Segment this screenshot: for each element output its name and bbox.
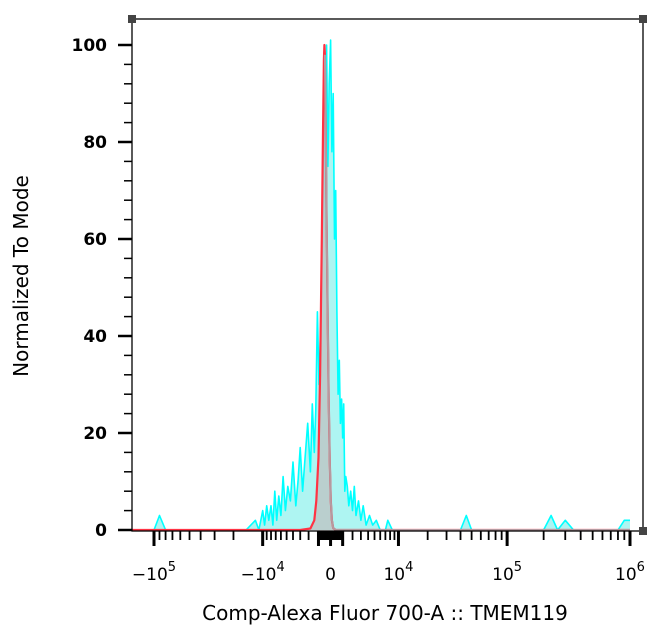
corner-handle-top-right[interactable] [639,15,647,23]
x-tick-label: −105 [132,560,176,585]
y-tick-label: 60 [83,230,107,250]
y-axis-title: Normalized To Mode [9,175,33,377]
x-tick-label: 104 [383,560,413,585]
x-axis-title: Comp-Alexa Fluor 700-A :: TMEM119 [202,601,568,625]
plot-frame [131,18,644,532]
series-1-line [131,39,630,531]
x-tick-label: 0 [325,565,336,585]
series-layer [131,39,630,532]
y-tick-label: 80 [83,133,107,153]
x-tick-label: 106 [615,560,645,585]
y-tick-label: 20 [83,424,107,444]
y-tick-label: 0 [95,521,107,541]
y-tick-label: 40 [83,327,107,347]
series-2-outline [323,54,630,531]
y-tick-label: 100 [72,36,108,56]
x-tick-label: 105 [492,560,522,585]
corner-handle-top-left[interactable] [128,15,136,23]
corner-handle-bottom-right[interactable] [639,527,647,535]
axes-layer: 0 20 40 60 80 100 −105 −104 0 104 105 106 [72,36,645,585]
x-tick-label: −104 [241,560,285,585]
